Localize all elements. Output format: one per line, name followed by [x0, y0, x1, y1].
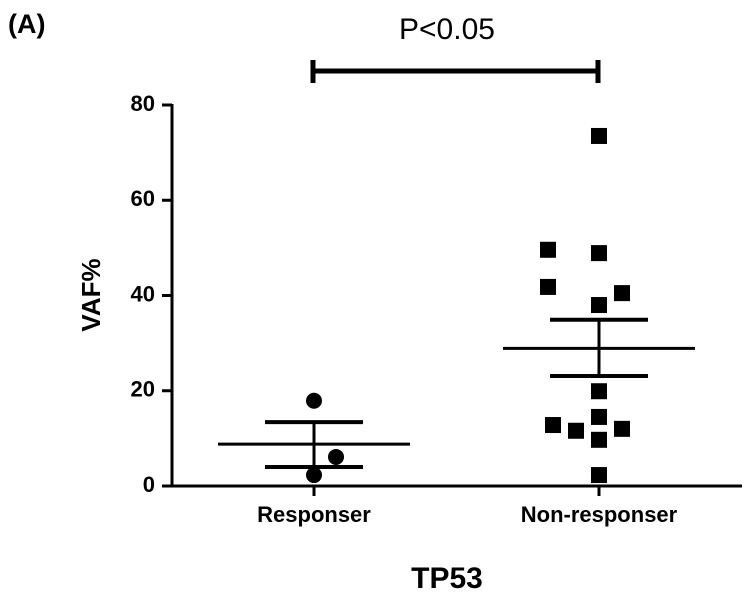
x-axis-label: TP53 [411, 562, 483, 595]
data-point [591, 467, 607, 484]
y-tick-label: 40 [131, 281, 155, 306]
data-point [591, 245, 607, 262]
data-point [591, 383, 607, 400]
annotation: P<0.05 [399, 13, 495, 46]
y-tick-label: 60 [131, 186, 155, 211]
y-tick-label: 80 [131, 91, 155, 116]
data-point [328, 448, 344, 465]
data-point [591, 127, 607, 144]
y-tick-label: 0 [143, 472, 155, 497]
x-tick-label: Responser [257, 502, 371, 527]
significance-bracket [310, 60, 601, 83]
data-point [306, 467, 322, 484]
data-point [591, 408, 607, 425]
y-tick-label: 20 [131, 377, 155, 402]
data-point [591, 297, 607, 314]
data-point [614, 420, 630, 437]
data-point [540, 278, 556, 295]
data-point [540, 241, 556, 258]
x-tick-label: Non-responser [521, 502, 678, 527]
data-point [591, 431, 607, 448]
panel-label: (A) [8, 9, 45, 39]
data-point [545, 417, 561, 434]
data-point [614, 285, 630, 302]
data-point [306, 392, 322, 409]
data-point [568, 422, 584, 439]
y-axis-label: VAF% [76, 258, 106, 331]
